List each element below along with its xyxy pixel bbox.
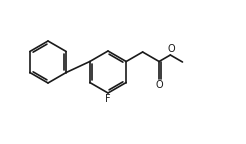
Text: O: O xyxy=(155,79,163,90)
Text: O: O xyxy=(167,44,175,54)
Text: F: F xyxy=(105,94,111,105)
